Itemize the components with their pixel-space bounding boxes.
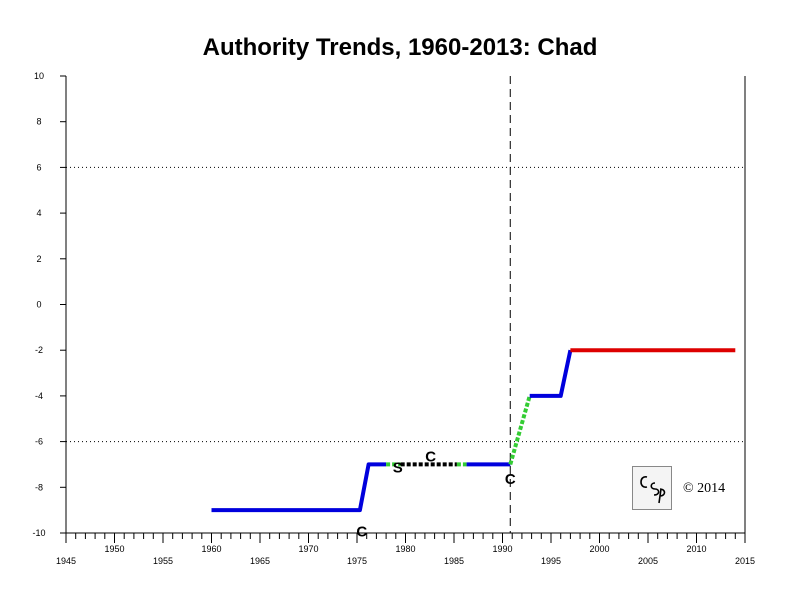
x-tick-label: 1990 <box>492 544 512 554</box>
y-tick-label: -8 <box>35 482 43 492</box>
y-tick-label: 2 <box>36 254 41 264</box>
csp-logo <box>632 466 672 510</box>
y-tick-label: 0 <box>36 300 41 310</box>
y-tick-label: 10 <box>34 71 44 81</box>
x-tick-label: 1985 <box>444 556 464 566</box>
series-segment <box>508 395 532 465</box>
y-tick-label: -4 <box>35 391 43 401</box>
x-tick-label: 1960 <box>201 544 221 554</box>
event-marker-label: C <box>505 471 516 488</box>
x-tick-label: 2015 <box>735 556 755 566</box>
x-tick-label: 2000 <box>589 544 609 554</box>
event-marker-label: C <box>425 448 436 465</box>
x-tick-label: 1980 <box>395 544 415 554</box>
y-tick-label: -10 <box>32 528 45 538</box>
y-tick-label: -2 <box>35 345 43 355</box>
chart-title: Authority Trends, 1960-2013: Chad <box>202 34 598 61</box>
y-tick-label: -6 <box>35 437 43 447</box>
x-tick-label: 1950 <box>104 544 124 554</box>
x-tick-label: 1995 <box>541 556 561 566</box>
y-tick-label: 6 <box>36 162 41 172</box>
annotations: C S C C <box>356 448 515 540</box>
x-tick-label: 2010 <box>686 544 706 554</box>
event-marker-label: S <box>393 460 403 477</box>
copyright-notice: © 2014 <box>683 481 726 496</box>
series-segment <box>211 462 387 513</box>
reference-lines <box>66 76 745 533</box>
event-marker-label: C <box>356 524 367 541</box>
x-tick-label: 1975 <box>347 556 367 566</box>
x-tick-label: 1965 <box>250 556 270 566</box>
axes: 10 8 6 4 2 0 -2 -4 -6 -8 -10 1945 1955 1965 1975 1985 19… <box>32 71 755 566</box>
x-tick-label: 1945 <box>56 556 76 566</box>
series-segment <box>529 349 573 398</box>
x-tick-label: 2005 <box>638 556 658 566</box>
y-tick-label: 8 <box>36 117 41 127</box>
csp-logo-icon <box>640 476 666 504</box>
y-tick-label: 4 <box>36 208 41 218</box>
x-tick-label: 1955 <box>153 556 173 566</box>
series <box>211 348 736 513</box>
x-tick-label: 1970 <box>298 544 318 554</box>
